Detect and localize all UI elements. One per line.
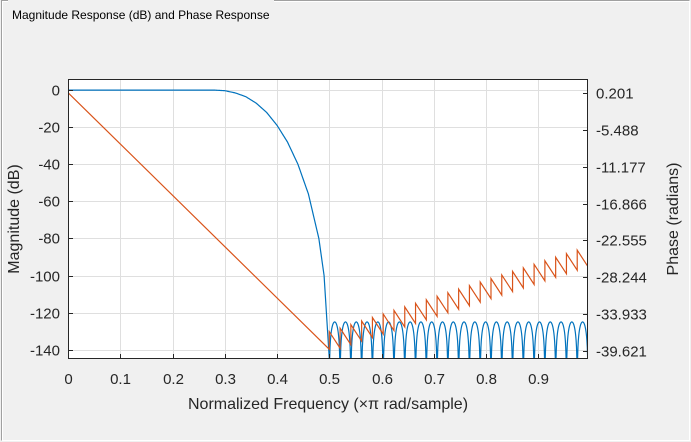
y-axis-right: 0.201 -5.488 -11.177 -16.866 -22.555 -28.244 -… xyxy=(583,86,647,361)
plot-lines xyxy=(68,89,588,359)
y-tick-label-left: -80 xyxy=(38,231,60,248)
plot-border xyxy=(68,79,588,359)
x-tick-label: 0.6 xyxy=(372,371,393,388)
x-tick-label: 0.3 xyxy=(215,371,236,388)
y-axis-label-left: Magnitude (dB) xyxy=(6,164,23,273)
y-tick-label-left: -20 xyxy=(38,120,60,137)
y-tick-label-right: -16.866 xyxy=(596,197,647,214)
y-tick-label-left: -100 xyxy=(30,269,60,286)
y-axis-label-right: Phase (radians) xyxy=(665,163,682,276)
y-tick-label-left: -140 xyxy=(30,343,60,360)
y-tick-label-right: -39.621 xyxy=(596,344,647,361)
y-tick-label-left: 0 xyxy=(52,83,60,100)
grid xyxy=(68,79,588,359)
x-tick-label: 0.5 xyxy=(319,371,340,388)
x-tick-label: 0.7 xyxy=(424,371,445,388)
x-axis-label: Normalized Frequency (×π rad/sample) xyxy=(188,396,468,413)
y-tick-label-left: -40 xyxy=(38,157,60,174)
y-tick-label-right: 0.201 xyxy=(596,86,634,103)
x-tick-label: 0.4 xyxy=(267,371,288,388)
y-tick-label-right: -28.244 xyxy=(596,270,647,287)
x-tick-label: 0 xyxy=(64,371,72,388)
plot-area xyxy=(68,79,588,359)
x-tick-label: 0.9 xyxy=(528,371,549,388)
magnitude-series-line xyxy=(68,89,588,359)
y-tick-label-left: -60 xyxy=(38,194,60,211)
y-tick-label-right: -11.177 xyxy=(596,160,646,177)
y-tick-label-left: -120 xyxy=(30,306,60,323)
y-tick-label-right: -33.933 xyxy=(596,307,647,324)
x-tick-label: 0.1 xyxy=(110,371,131,388)
y-tick-label-right: -22.555 xyxy=(596,233,647,250)
x-axis: 0 0.1 0.2 0.3 0.4 0.5 0.6 0.7 0.8 0.9 xyxy=(64,354,549,388)
x-tick-label: 0.8 xyxy=(476,371,497,388)
panel-title: Magnitude Response (dB) and Phase Respon… xyxy=(8,0,274,24)
y-axis-left: 0 -20 -40 -60 -80 -100 -120 -140 xyxy=(30,83,73,360)
y-tick-label-right: -5.488 xyxy=(596,123,639,140)
x-tick-label: 0.2 xyxy=(163,371,184,388)
phase-series-line xyxy=(68,92,588,351)
